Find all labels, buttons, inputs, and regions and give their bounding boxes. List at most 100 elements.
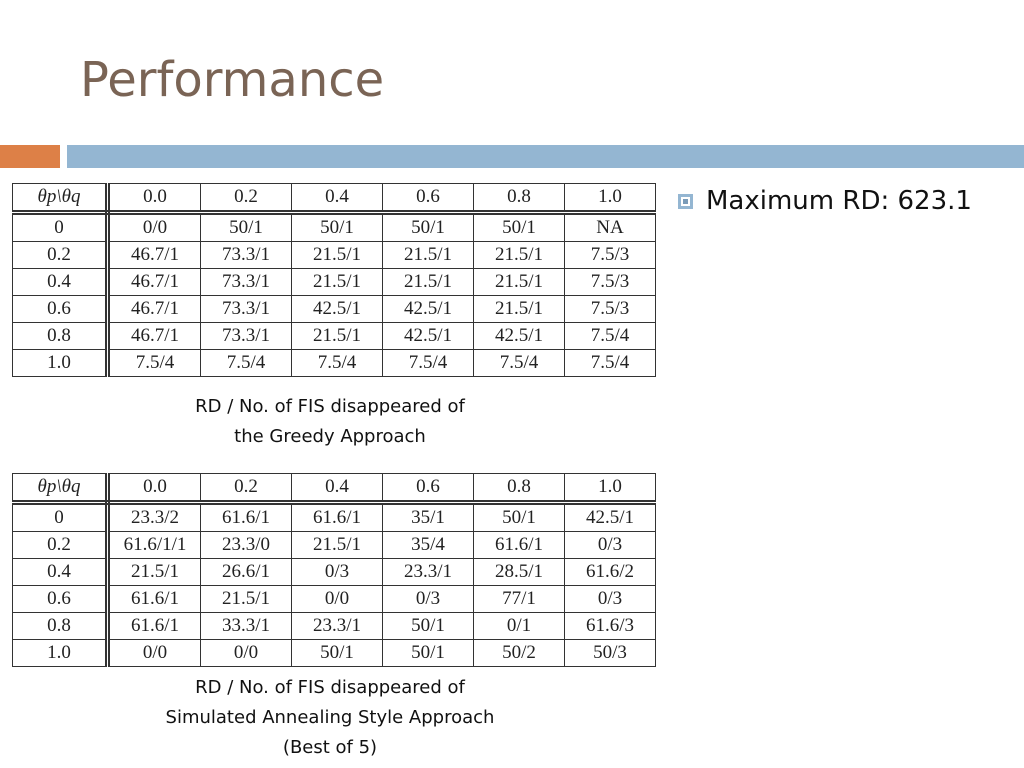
table-cell: 7.5/4 <box>473 349 565 377</box>
table-cell: 28.5/1 <box>473 558 565 586</box>
table-cell: 42.5/1 <box>291 295 383 323</box>
table-cell: 73.3/1 <box>200 268 292 296</box>
table-cell: 77/1 <box>473 585 565 613</box>
table-caption: RD / No. of FIS disappeared of the Greedy… <box>130 392 530 452</box>
header-cell: 0.0 <box>107 473 201 505</box>
header-cell: θp\θq <box>12 183 110 215</box>
table-cell: 61.6/1 <box>200 502 292 532</box>
table-row: 0 23.3/2 61.6/1 61.6/1 35/1 50/1 42.5/1 <box>12 502 656 532</box>
header-cell: 0.0 <box>107 183 201 215</box>
table-caption: RD / No. of FIS disappeared of Simulated … <box>130 673 530 763</box>
table-cell: 7.5/4 <box>564 349 656 377</box>
caption-line: (Best of 5) <box>282 737 378 758</box>
table-cell: 42.5/1 <box>564 502 656 532</box>
table-cell: 50/1 <box>291 639 383 667</box>
row-label: 0.8 <box>12 322 110 350</box>
table-cell: 7.5/3 <box>564 295 656 323</box>
table-cell: NA <box>564 212 656 242</box>
row-label: 0.6 <box>12 295 110 323</box>
data-table: θp\θq 0.0 0.2 0.4 0.6 0.8 1.0 0 0/0 50/1 50/1 50/1 5… <box>12 183 656 377</box>
table-cell: 7.5/4 <box>291 349 383 377</box>
table-cell: 7.5/4 <box>382 349 474 377</box>
header-cell: 0.8 <box>473 473 565 505</box>
row-label: 0.2 <box>12 531 110 559</box>
table-cell: 46.7/1 <box>107 268 201 296</box>
caption-line: the Greedy Approach <box>234 426 426 447</box>
table-cell: 50/3 <box>564 639 656 667</box>
row-label: 0.2 <box>12 241 110 269</box>
accent-bar <box>67 145 1024 168</box>
table-cell: 0/3 <box>564 531 656 559</box>
table-cell: 21.5/1 <box>200 585 292 613</box>
table-cell: 7.5/3 <box>564 268 656 296</box>
header-cell: 1.0 <box>564 473 656 505</box>
data-table: θp\θq 0.0 0.2 0.4 0.6 0.8 1.0 0 23.3/2 61.6/1 61.6… <box>12 473 656 667</box>
row-label: 0.4 <box>12 268 110 296</box>
caption-line: RD / No. of FIS disappeared of <box>195 396 465 417</box>
table-cell: 46.7/1 <box>107 295 201 323</box>
table-cell: 7.5/4 <box>200 349 292 377</box>
table-cell: 50/1 <box>473 502 565 532</box>
table-cell: 33.3/1 <box>200 612 292 640</box>
table-cell: 50/1 <box>382 212 474 242</box>
caption-line: RD / No. of FIS disappeared of <box>195 677 465 698</box>
slide-title: Performance <box>80 52 385 108</box>
table-cell: 61.6/2 <box>564 558 656 586</box>
table-cell: 50/1 <box>291 212 383 242</box>
table-cell: 0/0 <box>200 639 292 667</box>
table-cell: 0/1 <box>473 612 565 640</box>
table-cell: 46.7/1 <box>107 322 201 350</box>
table-cell: 61.6/1/1 <box>107 531 201 559</box>
table-cell: 50/1 <box>200 212 292 242</box>
table-row: 0.2 46.7/1 73.3/1 21.5/1 21.5/1 21.5/1 7.5/3 <box>12 241 656 269</box>
table-row: 1.0 0/0 0/0 50/1 50/1 50/2 50/3 <box>12 639 656 667</box>
table-cell: 42.5/1 <box>473 322 565 350</box>
table-cell: 21.5/1 <box>107 558 201 586</box>
row-label: 0.8 <box>12 612 110 640</box>
table-row: 0.4 21.5/1 26.6/1 0/3 23.3/1 28.5/1 61.6/2 <box>12 558 656 586</box>
table-cell: 21.5/1 <box>473 268 565 296</box>
row-label: 1.0 <box>12 639 110 667</box>
table-row: 0.8 46.7/1 73.3/1 21.5/1 42.5/1 42.5/1 7.5/4 <box>12 322 656 350</box>
table-cell: 73.3/1 <box>200 241 292 269</box>
table-cell: 0/0 <box>107 212 201 242</box>
table-cell: 21.5/1 <box>473 241 565 269</box>
header-row: θp\θq 0.0 0.2 0.4 0.6 0.8 1.0 <box>12 183 656 215</box>
header-row: θp\θq 0.0 0.2 0.4 0.6 0.8 1.0 <box>12 473 656 505</box>
table-cell: 50/2 <box>473 639 565 667</box>
table-cell: 61.6/1 <box>291 502 383 532</box>
table-cell: 61.6/1 <box>473 531 565 559</box>
table-cell: 73.3/1 <box>200 322 292 350</box>
table-row: 0.2 61.6/1/1 23.3/0 21.5/1 35/4 61.6/1 0/3 <box>12 531 656 559</box>
table-cell: 46.7/1 <box>107 241 201 269</box>
table-cell: 21.5/1 <box>291 322 383 350</box>
table-cell: 35/4 <box>382 531 474 559</box>
table-row: 0.6 61.6/1 21.5/1 0/0 0/3 77/1 0/3 <box>12 585 656 613</box>
table-cell: 23.3/2 <box>107 502 201 532</box>
accent-bar <box>0 145 60 168</box>
row-label: 1.0 <box>12 349 110 377</box>
table-cell: 23.3/0 <box>200 531 292 559</box>
table-row: 0 0/0 50/1 50/1 50/1 50/1 NA <box>12 212 656 242</box>
table-cell: 21.5/1 <box>291 241 383 269</box>
table-cell: 73.3/1 <box>200 295 292 323</box>
table-cell: 42.5/1 <box>382 322 474 350</box>
table-cell: 42.5/1 <box>382 295 474 323</box>
header-cell: 1.0 <box>564 183 656 215</box>
table-cell: 50/1 <box>473 212 565 242</box>
header-cell: 0.4 <box>291 473 383 505</box>
table-cell: 0/3 <box>291 558 383 586</box>
table-cell: 7.5/4 <box>564 322 656 350</box>
row-label: 0.6 <box>12 585 110 613</box>
table-cell: 61.6/1 <box>107 585 201 613</box>
table-cell: 35/1 <box>382 502 474 532</box>
row-label: 0.4 <box>12 558 110 586</box>
table-cell: 21.5/1 <box>382 241 474 269</box>
table-cell: 50/1 <box>382 612 474 640</box>
bullet-item: Maximum RD: 623.1 <box>676 180 976 222</box>
caption-line: Simulated Annealing Style Approach <box>165 707 495 728</box>
header-cell: 0.6 <box>382 183 474 215</box>
bullet-list: Maximum RD: 623.1 <box>676 180 976 222</box>
table-cell: 0/3 <box>382 585 474 613</box>
